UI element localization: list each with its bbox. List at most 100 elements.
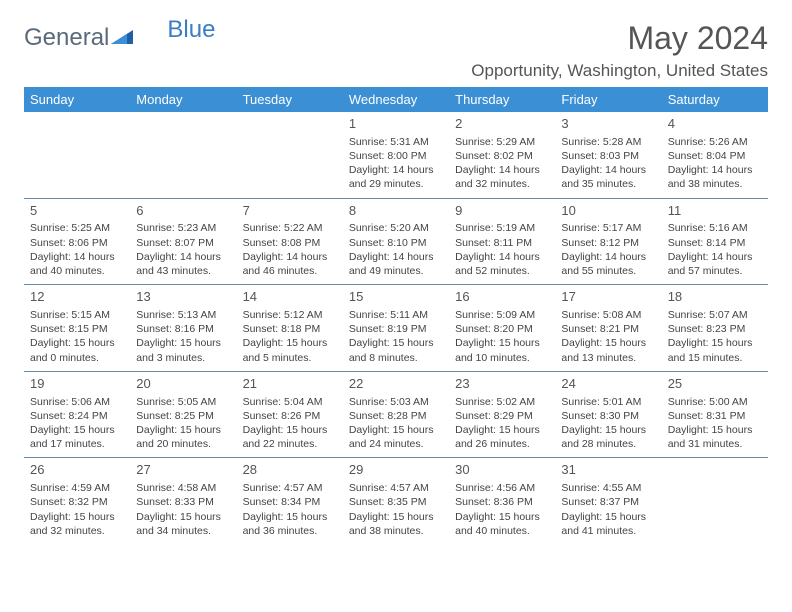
calendar-day-cell: 23 Sunrise: 5:02 AMSunset: 8:29 PMDayligh…: [449, 371, 555, 458]
day-number: 11: [668, 203, 762, 220]
calendar-day-cell: 13Sunrise: 5:13 AMSunset: 8:16 PMDayligh…: [130, 285, 236, 372]
calendar-day-cell: 12 Sunrise: 5:15 AMSunset: 8:15 PMDayligh…: [24, 285, 130, 372]
day-number: 20: [136, 376, 230, 393]
day-number: 12: [30, 289, 124, 306]
day-detail-text: Sunrise: 4:59 AMSunset: 8:32 PMDaylight:…: [30, 481, 124, 538]
day-number: 2: [455, 116, 549, 133]
calendar-week-row: 19 Sunrise: 5:06 AMSunset: 8:24 PMDayligh…: [24, 371, 768, 458]
day-of-week-header: Monday: [130, 87, 236, 112]
day-number: 15: [349, 289, 443, 306]
day-detail-text: Sunrise: 5:15 AMSunset: 8:15 PMDaylight:…: [30, 308, 124, 365]
day-number: 24: [561, 376, 655, 393]
day-detail-text: Sunrise: 5:05 AMSunset: 8:25 PMDaylight:…: [136, 395, 230, 452]
calendar-day-cell: 2 Sunrise: 5:29 AMSunset: 8:02 PMDaylight…: [449, 112, 555, 198]
title-block: May 2024 Opportunity, Washington, United…: [471, 20, 768, 81]
day-detail-text: Sunrise: 5:06 AMSunset: 8:24 PMDaylight:…: [30, 395, 124, 452]
calendar-day-cell: 24 Sunrise: 5:01 AMSunset: 8:30 PMDayligh…: [555, 371, 661, 458]
calendar-table: SundayMondayTuesdayWednesdayThursdayFrid…: [24, 87, 768, 544]
day-number: 31: [561, 462, 655, 479]
calendar-day-cell: 19 Sunrise: 5:06 AMSunset: 8:24 PMDayligh…: [24, 371, 130, 458]
day-number: 23: [455, 376, 549, 393]
calendar-day-cell: 26 Sunrise: 4:59 AMSunset: 8:32 PMDayligh…: [24, 458, 130, 544]
calendar-day-cell: 20 Sunrise: 5:05 AMSunset: 8:25 PMDayligh…: [130, 371, 236, 458]
day-detail-text: Sunrise: 5:13 AMSunset: 8:16 PMDaylight:…: [136, 308, 230, 365]
calendar-empty-cell: [24, 112, 130, 198]
day-detail-text: Sunrise: 4:55 AMSunset: 8:37 PMDaylight:…: [561, 481, 655, 538]
day-detail-text: Sunrise: 5:20 AMSunset: 8:10 PMDaylight:…: [349, 221, 443, 278]
calendar-day-cell: 1Sunrise: 5:31 AMSunset: 8:00 PMDaylight…: [343, 112, 449, 198]
day-number: 3: [561, 116, 655, 133]
day-detail-text: Sunrise: 5:01 AMSunset: 8:30 PMDaylight:…: [561, 395, 655, 452]
calendar-body: 1Sunrise: 5:31 AMSunset: 8:00 PMDaylight…: [24, 112, 768, 544]
calendar-day-cell: 31 Sunrise: 4:55 AMSunset: 8:37 PMDayligh…: [555, 458, 661, 544]
day-detail-text: Sunrise: 5:19 AMSunset: 8:11 PMDaylight:…: [455, 221, 549, 278]
day-detail-text: Sunrise: 4:58 AMSunset: 8:33 PMDaylight:…: [136, 481, 230, 538]
calendar-day-cell: 29 Sunrise: 4:57 AMSunset: 8:35 PMDayligh…: [343, 458, 449, 544]
calendar-empty-cell: [662, 458, 768, 544]
calendar-day-cell: 7Sunrise: 5:22 AMSunset: 8:08 PMDaylight…: [237, 198, 343, 285]
calendar-day-cell: 11Sunrise: 5:16 AMSunset: 8:14 PMDayligh…: [662, 198, 768, 285]
day-number: 10: [561, 203, 655, 220]
calendar-day-cell: 8Sunrise: 5:20 AMSunset: 8:10 PMDaylight…: [343, 198, 449, 285]
day-detail-text: Sunrise: 5:09 AMSunset: 8:20 PMDaylight:…: [455, 308, 549, 365]
day-number: 26: [30, 462, 124, 479]
day-number: 6: [136, 203, 230, 220]
calendar-week-row: 1Sunrise: 5:31 AMSunset: 8:00 PMDaylight…: [24, 112, 768, 198]
day-number: 22: [349, 376, 443, 393]
day-of-week-header: Wednesday: [343, 87, 449, 112]
day-number: 9: [455, 203, 549, 220]
day-of-week-header: Thursday: [449, 87, 555, 112]
day-number: 8: [349, 203, 443, 220]
day-detail-text: Sunrise: 4:57 AMSunset: 8:35 PMDaylight:…: [349, 481, 443, 538]
month-title: May 2024: [471, 20, 768, 57]
day-number: 17: [561, 289, 655, 306]
calendar-day-cell: 6Sunrise: 5:23 AMSunset: 8:07 PMDaylight…: [130, 198, 236, 285]
day-number: 18: [668, 289, 762, 306]
day-detail-text: Sunrise: 5:03 AMSunset: 8:28 PMDaylight:…: [349, 395, 443, 452]
day-detail-text: Sunrise: 5:02 AMSunset: 8:29 PMDaylight:…: [455, 395, 549, 452]
calendar-day-cell: 27 Sunrise: 4:58 AMSunset: 8:33 PMDayligh…: [130, 458, 236, 544]
calendar-day-cell: 4 Sunrise: 5:26 AMSunset: 8:04 PMDaylight…: [662, 112, 768, 198]
logo-text-2: Blue: [167, 16, 215, 44]
day-number: 14: [243, 289, 337, 306]
day-detail-text: Sunrise: 5:26 AMSunset: 8:04 PMDaylight:…: [668, 135, 762, 192]
day-detail-text: Sunrise: 5:25 AMSunset: 8:06 PMDaylight:…: [30, 221, 124, 278]
calendar-day-cell: 25Sunrise: 5:00 AMSunset: 8:31 PMDayligh…: [662, 371, 768, 458]
day-number: 21: [243, 376, 337, 393]
day-number: 1: [349, 116, 443, 133]
logo: General Blue: [24, 24, 215, 52]
day-of-week-header: Saturday: [662, 87, 768, 112]
calendar-empty-cell: [237, 112, 343, 198]
calendar-day-cell: 3 Sunrise: 5:28 AMSunset: 8:03 PMDaylight…: [555, 112, 661, 198]
day-number: 30: [455, 462, 549, 479]
day-detail-text: Sunrise: 5:29 AMSunset: 8:02 PMDaylight:…: [455, 135, 549, 192]
calendar-day-cell: 15 Sunrise: 5:11 AMSunset: 8:19 PMDayligh…: [343, 285, 449, 372]
day-detail-text: Sunrise: 5:22 AMSunset: 8:08 PMDaylight:…: [243, 221, 337, 278]
day-detail-text: Sunrise: 5:07 AMSunset: 8:23 PMDaylight:…: [668, 308, 762, 365]
day-detail-text: Sunrise: 5:28 AMSunset: 8:03 PMDaylight:…: [561, 135, 655, 192]
day-detail-text: Sunrise: 4:57 AMSunset: 8:34 PMDaylight:…: [243, 481, 337, 538]
days-of-week-row: SundayMondayTuesdayWednesdayThursdayFrid…: [24, 87, 768, 112]
day-of-week-header: Sunday: [24, 87, 130, 112]
day-number: 16: [455, 289, 549, 306]
day-of-week-header: Tuesday: [237, 87, 343, 112]
day-detail-text: Sunrise: 4:56 AMSunset: 8:36 PMDaylight:…: [455, 481, 549, 538]
day-detail-text: Sunrise: 5:16 AMSunset: 8:14 PMDaylight:…: [668, 221, 762, 278]
calendar-day-cell: 28 Sunrise: 4:57 AMSunset: 8:34 PMDayligh…: [237, 458, 343, 544]
calendar-day-cell: 18 Sunrise: 5:07 AMSunset: 8:23 PMDayligh…: [662, 285, 768, 372]
calendar-week-row: 26 Sunrise: 4:59 AMSunset: 8:32 PMDayligh…: [24, 458, 768, 544]
day-detail-text: Sunrise: 5:08 AMSunset: 8:21 PMDaylight:…: [561, 308, 655, 365]
calendar-day-cell: 5Sunrise: 5:25 AMSunset: 8:06 PMDaylight…: [24, 198, 130, 285]
day-detail-text: Sunrise: 5:17 AMSunset: 8:12 PMDaylight:…: [561, 221, 655, 278]
day-number: 4: [668, 116, 762, 133]
day-number: 27: [136, 462, 230, 479]
day-number: 29: [349, 462, 443, 479]
day-detail-text: Sunrise: 5:11 AMSunset: 8:19 PMDaylight:…: [349, 308, 443, 365]
calendar-day-cell: 30 Sunrise: 4:56 AMSunset: 8:36 PMDayligh…: [449, 458, 555, 544]
day-of-week-header: Friday: [555, 87, 661, 112]
calendar-day-cell: 9Sunrise: 5:19 AMSunset: 8:11 PMDaylight…: [449, 198, 555, 285]
day-number: 28: [243, 462, 337, 479]
day-number: 5: [30, 203, 124, 220]
day-detail-text: Sunrise: 5:12 AMSunset: 8:18 PMDaylight:…: [243, 308, 337, 365]
day-number: 19: [30, 376, 124, 393]
